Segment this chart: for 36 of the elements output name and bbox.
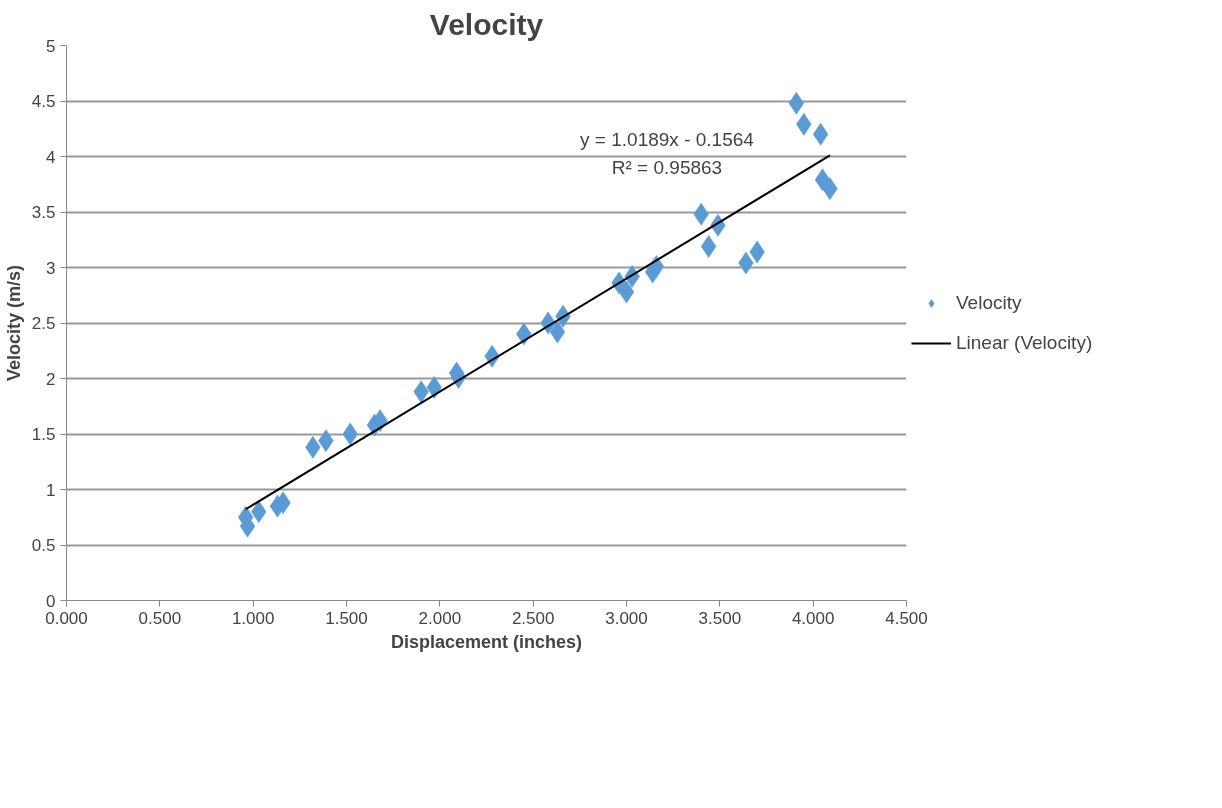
y-tick-label: 1 — [46, 480, 56, 500]
y-tick-label: 2 — [46, 369, 56, 389]
y-tick-label: 5 — [46, 36, 56, 56]
x-tick-label: 1.500 — [325, 608, 368, 628]
point — [618, 280, 635, 304]
y-tick-label: 0 — [46, 591, 56, 611]
point — [788, 91, 805, 115]
point — [549, 320, 566, 344]
point — [700, 234, 717, 258]
x-tick-label: 4.500 — [885, 608, 928, 628]
y-tick-label: 3 — [46, 258, 56, 278]
x-tick-label: 2.000 — [418, 608, 462, 628]
y-tick-label: 4 — [46, 147, 56, 167]
y-axis-title: Velocity (m/s) — [3, 264, 24, 382]
x-axis-title: Displacement (inches) — [390, 631, 583, 652]
x-tick-label: 3.500 — [698, 608, 742, 628]
x-tick-label: 0.000 — [45, 608, 88, 628]
point — [250, 500, 267, 524]
x-tick-label: 3.000 — [605, 608, 648, 628]
point — [812, 122, 829, 146]
y-tick-label: 0.5 — [31, 536, 56, 555]
y-tick-label: 3.5 — [31, 203, 56, 222]
x-tick-label: 4.000 — [791, 608, 835, 628]
point — [426, 375, 443, 399]
annotation: y = 1.0189x - 0.1564 — [580, 129, 755, 151]
annotation: R² = 0.95863 — [611, 157, 723, 179]
x-tick-label: 2.500 — [511, 608, 555, 628]
legend-label: Velocity — [956, 291, 1022, 314]
x-tick-label: 0.500 — [138, 608, 182, 628]
point — [342, 422, 359, 446]
legend-label: Linear (Velocity) — [956, 331, 1093, 354]
y-tick-label: 2.5 — [31, 314, 56, 333]
chart-title: Velocity — [429, 7, 544, 41]
y-tick-label: 4.5 — [31, 92, 56, 111]
y-tick-label: 1.5 — [31, 425, 56, 444]
x-tick-label: 1.000 — [231, 608, 275, 628]
